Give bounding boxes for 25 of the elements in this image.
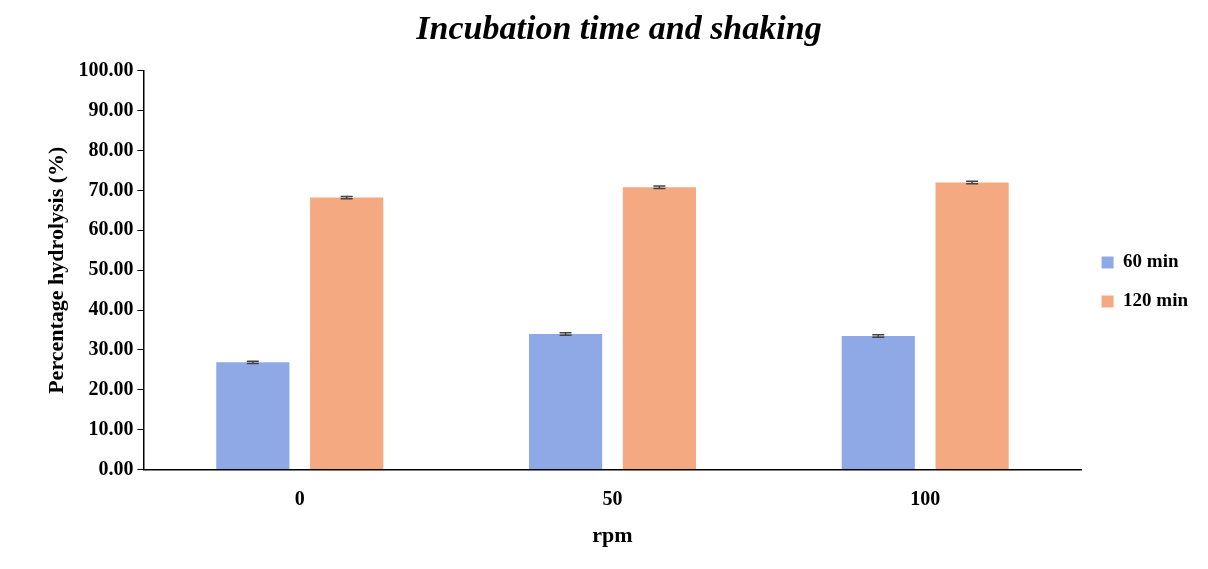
x-tick-label: 100: [910, 486, 941, 509]
y-tick-label: 50.00: [88, 257, 134, 280]
x-tick-label: 50: [602, 486, 623, 509]
y-tick-label: 90.00: [88, 97, 134, 120]
chart-title: Incubation time and shaking: [415, 9, 822, 47]
y-tick-label: 20.00: [88, 377, 134, 400]
bar: [216, 362, 290, 470]
legend-label: 60 min: [1123, 250, 1179, 272]
y-tick-label: 30.00: [88, 337, 134, 360]
y-tick-label: 60.00: [88, 217, 134, 240]
y-tick-label: 40.00: [88, 297, 134, 320]
y-tick-label: 80.00: [88, 137, 134, 160]
y-tick-label: 0.00: [98, 456, 134, 479]
bar: [310, 197, 384, 470]
x-axis-title: rpm: [592, 522, 633, 548]
y-axis-title: Percentage hydrolysis (%): [42, 146, 68, 394]
bar: [528, 334, 603, 470]
y-tick-label: 70.00: [88, 177, 134, 200]
x-tick-label: 0: [294, 486, 305, 509]
bar: [841, 336, 915, 470]
legend-label: 120 min: [1123, 289, 1189, 311]
y-tick-label: 100.00: [78, 57, 134, 80]
y-tick-label: 10.00: [88, 416, 134, 439]
bar: [935, 182, 1009, 470]
bar: [622, 187, 696, 470]
